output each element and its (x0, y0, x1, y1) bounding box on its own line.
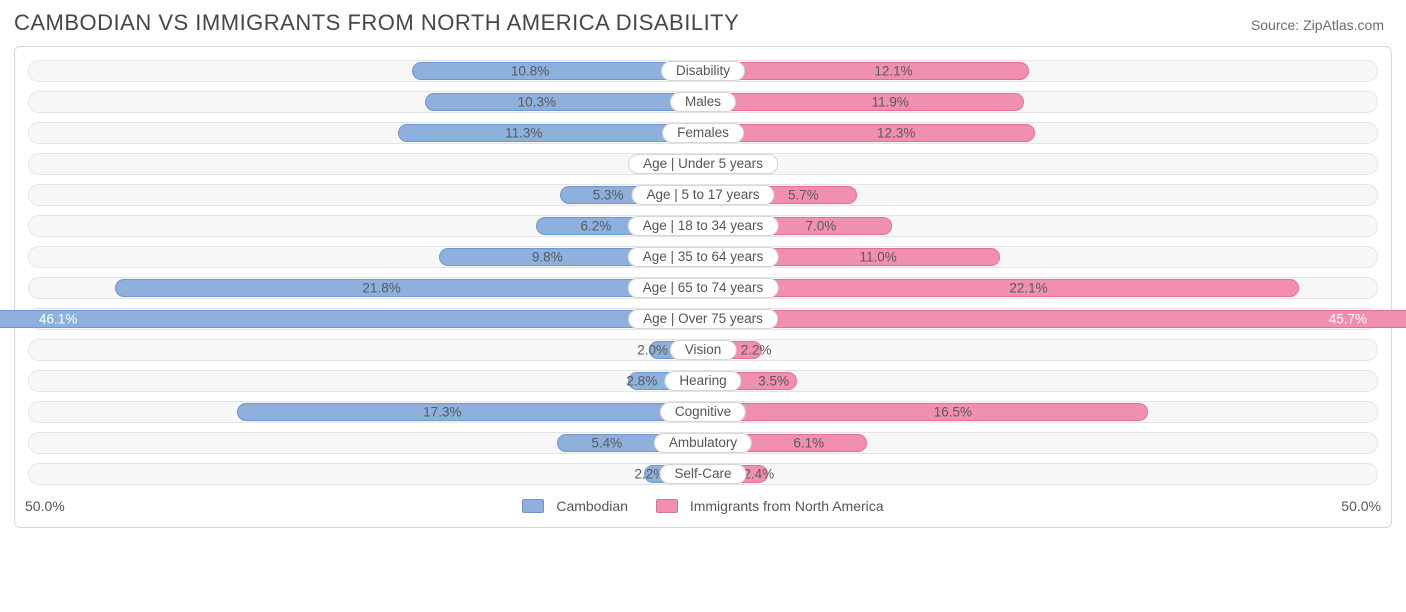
row-label-pill: Cognitive (660, 402, 746, 422)
row-track: 46.1% 45.7% Age | Over 75 years (28, 308, 1378, 330)
value-left: 9.8% (532, 249, 563, 264)
bar-left (412, 62, 703, 80)
value-right: 5.7% (788, 187, 819, 202)
value-right: 6.1% (793, 435, 824, 450)
row-track: 6.2% 7.0% Age | 18 to 34 years (28, 215, 1378, 237)
row-label-pill: Disability (661, 61, 745, 81)
chart-row: 5.4% 6.1% Ambulatory (15, 427, 1391, 458)
bar-right (703, 310, 1406, 328)
legend: Cambodian Immigrants from North America (522, 498, 883, 514)
row-track: 10.8% 12.1% Disability (28, 60, 1378, 82)
bar-right (703, 279, 1299, 297)
diverging-bar-chart: 10.8% 12.1% Disability 10.3% 11.9% Males 11.3%… (14, 46, 1392, 528)
chart-row: 2.2%2.4%Self-Care (15, 458, 1391, 489)
value-left: 46.1% (39, 311, 77, 326)
chart-row: 2.0% 2.2% Vision (15, 334, 1391, 365)
chart-row: 9.8% 11.0% Age | 35 to 64 years (15, 241, 1391, 272)
chart-row: 2.8% 3.5% Hearing (15, 365, 1391, 396)
chart-row: 21.8% 22.1% Age | 65 to 74 years (15, 272, 1391, 303)
row-track: 5.4% 6.1% Ambulatory (28, 432, 1378, 454)
bar-left (115, 279, 703, 297)
row-track: 9.8% 11.0% Age | 35 to 64 years (28, 246, 1378, 268)
row-label-pill: Age | 18 to 34 years (628, 216, 779, 236)
page-title: CAMBODIAN VS IMMIGRANTS FROM NORTH AMERI… (14, 10, 739, 36)
value-left: 17.3% (423, 404, 461, 419)
value-right: 3.5% (758, 373, 789, 388)
bar-left (425, 93, 703, 111)
legend-label-left: Cambodian (556, 498, 628, 514)
value-left: 2.0% (637, 342, 668, 357)
chart-row: 6.2% 7.0% Age | 18 to 34 years (15, 210, 1391, 241)
row-label-pill: Ambulatory (654, 433, 752, 453)
value-left: 6.2% (581, 218, 612, 233)
value-left: 21.8% (362, 280, 400, 295)
chart-row: 5.3% 5.7% Age | 5 to 17 years (15, 179, 1391, 210)
value-right: 45.7% (1329, 311, 1367, 326)
row-track: 21.8% 22.1% Age | 65 to 74 years (28, 277, 1378, 299)
chart-row: 46.1% 45.7% Age | Over 75 years (15, 303, 1391, 334)
row-label-pill: Females (662, 123, 744, 143)
row-track: 1.2%1.4%Age | Under 5 years (28, 153, 1378, 175)
chart-row: 10.8% 12.1% Disability (15, 55, 1391, 86)
row-track: 17.3% 16.5% Cognitive (28, 401, 1378, 423)
legend-swatch-right (656, 499, 678, 513)
value-left: 11.3% (505, 125, 542, 140)
legend-label-right: Immigrants from North America (690, 498, 884, 514)
value-right: 11.9% (872, 94, 909, 109)
value-right: 7.0% (806, 218, 837, 233)
bar-right (703, 93, 1024, 111)
row-label-pill: Age | 5 to 17 years (631, 185, 774, 205)
chart-row: 10.3% 11.9% Males (15, 86, 1391, 117)
bar-right (703, 124, 1035, 142)
row-track: 2.8% 3.5% Hearing (28, 370, 1378, 392)
row-label-pill: Vision (670, 340, 737, 360)
row-track: 11.3% 12.3% Females (28, 122, 1378, 144)
value-right: 11.0% (860, 249, 897, 264)
row-track: 5.3% 5.7% Age | 5 to 17 years (28, 184, 1378, 206)
value-left: 2.8% (626, 373, 657, 388)
legend-item-right: Immigrants from North America (656, 498, 884, 514)
bar-left (398, 124, 703, 142)
chart-row: 1.2%1.4%Age | Under 5 years (15, 148, 1391, 179)
value-right: 22.1% (1009, 280, 1047, 295)
chart-row: 17.3% 16.5% Cognitive (15, 396, 1391, 427)
chart-footer: 50.0% Cambodian Immigrants from North Am… (15, 491, 1391, 521)
row-track: 2.0% 2.2% Vision (28, 339, 1378, 361)
source-attribution: Source: ZipAtlas.com (1251, 17, 1384, 33)
header: CAMBODIAN VS IMMIGRANTS FROM NORTH AMERI… (0, 0, 1406, 42)
row-label-pill: Age | 35 to 64 years (628, 247, 779, 267)
bar-left (237, 403, 703, 421)
row-track: 10.3% 11.9% Males (28, 91, 1378, 113)
value-left: 10.8% (511, 63, 549, 78)
row-label-pill: Males (670, 92, 736, 112)
value-right: 16.5% (934, 404, 972, 419)
chart-row: 11.3% 12.3% Females (15, 117, 1391, 148)
bar-right (703, 403, 1148, 421)
row-label-pill: Age | 65 to 74 years (628, 278, 779, 298)
value-left: 5.4% (591, 435, 622, 450)
bar-left (0, 310, 703, 328)
axis-left-label: 50.0% (25, 498, 65, 514)
row-label-pill: Age | Over 75 years (628, 309, 778, 329)
value-right: 2.2% (741, 342, 772, 357)
value-right: 12.1% (874, 63, 912, 78)
value-right: 2.4% (743, 466, 774, 481)
row-track: 2.2%2.4%Self-Care (28, 463, 1378, 485)
legend-swatch-left (522, 499, 544, 513)
value-left: 5.3% (593, 187, 624, 202)
legend-item-left: Cambodian (522, 498, 628, 514)
value-left: 10.3% (518, 94, 556, 109)
row-label-pill: Self-Care (659, 464, 746, 484)
row-label-pill: Age | Under 5 years (628, 154, 778, 174)
bar-right (703, 62, 1029, 80)
value-right: 12.3% (877, 125, 915, 140)
row-label-pill: Hearing (664, 371, 741, 391)
axis-right-label: 50.0% (1341, 498, 1381, 514)
